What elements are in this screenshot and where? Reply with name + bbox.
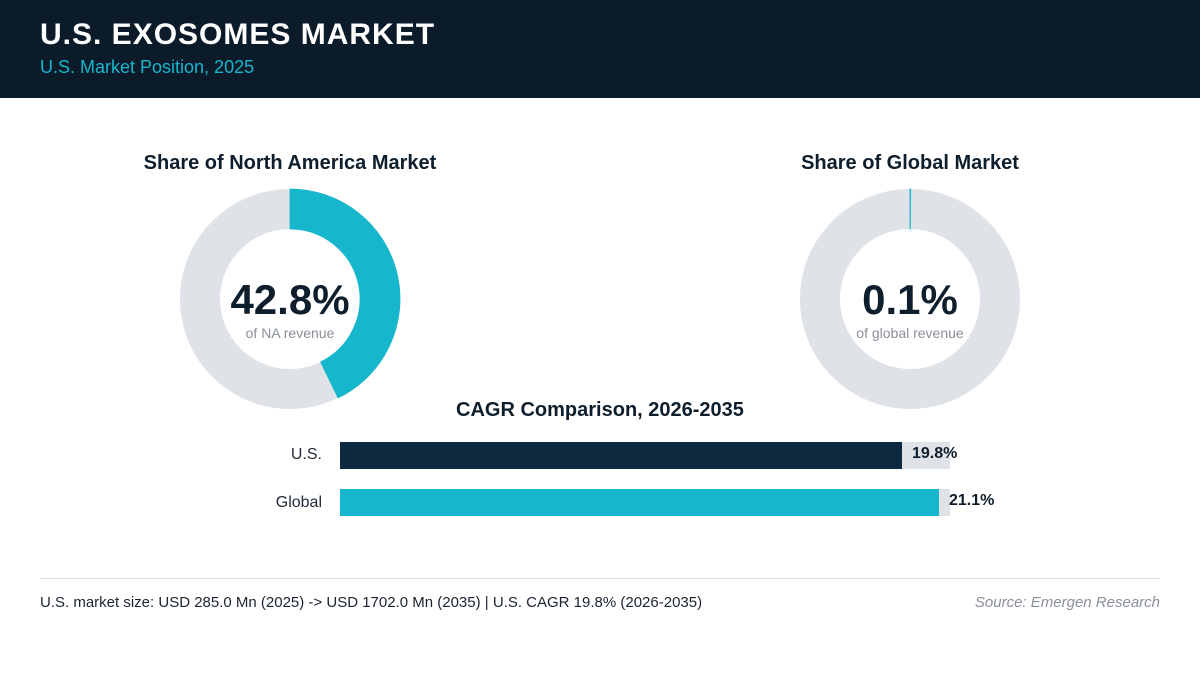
footer-source: Source: Emergen Research [974, 594, 1160, 611]
bar-label-global: Global [275, 494, 322, 511]
header-bar: U.S. EXOSOMES MARKET U.S. Market Positio… [0, 0, 1200, 98]
global-share-donut [800, 188, 1020, 409]
bar-value-global: 21.1% [949, 492, 995, 509]
global-share-slice-us [909, 188, 912, 230]
global-share-caption: of global revenue [856, 325, 964, 341]
na-share-donut [180, 188, 401, 409]
bar-global [340, 489, 939, 516]
na-share-slice-us [289, 188, 401, 399]
cagr-chart-title: CAGR Comparison, 2026-2035 [456, 399, 744, 421]
bar-track-us [340, 442, 950, 469]
page-title: U.S. EXOSOMES MARKET [40, 18, 436, 51]
bar-label-us: U.S. [290, 446, 322, 463]
na-share-title: Share of North America Market [143, 152, 437, 174]
footer-summary: U.S. market size: USD 285.0 Mn (2025) ->… [40, 594, 703, 611]
na-share-value: 42.8% [230, 276, 350, 323]
global-share-title: Share of Global Market [801, 152, 1019, 174]
page-subtitle: U.S. Market Position, 2025 [40, 57, 255, 77]
bar-us [340, 442, 902, 469]
global-share-value: 0.1% [862, 276, 958, 323]
bar-track-global [340, 489, 950, 516]
footer-divider [40, 578, 1160, 579]
bar-value-us: 19.8% [912, 445, 958, 462]
na-share-caption: of NA revenue [245, 325, 335, 341]
